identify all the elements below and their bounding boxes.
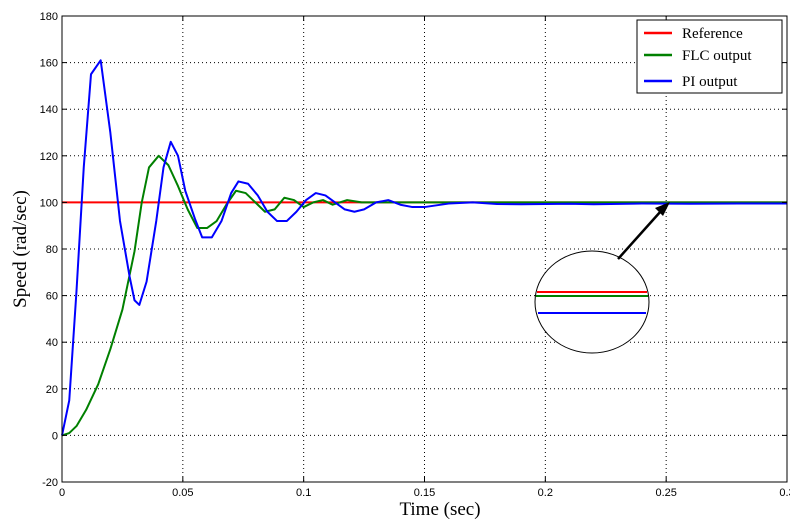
x-tick-label: 0.25	[655, 487, 676, 499]
y-axis-title: Speed (rad/sec)	[10, 190, 31, 308]
series-line-flc-output	[61, 154, 787, 437]
x-tick-label: 0.3	[779, 487, 790, 499]
series-line-pi-output	[61, 59, 787, 436]
x-tick-label: 0.2	[538, 487, 553, 499]
y-tick-label: 40	[46, 337, 58, 349]
plot-lines	[61, 59, 787, 437]
y-tick-label: 160	[40, 58, 58, 70]
axis-ticks: 00.050.10.150.20.250.3-20020406080100120…	[40, 11, 790, 499]
x-tick-label: 0.1	[296, 487, 311, 499]
y-tick-label: 0	[52, 430, 58, 442]
x-tick-label: 0.05	[172, 487, 193, 499]
y-tick-label: 180	[40, 11, 58, 23]
y-tick-label: -20	[42, 477, 58, 489]
zoom-inset	[534, 202, 670, 354]
legend-label-flc: FLC output	[682, 48, 752, 64]
zoom-arrow-shaft	[617, 210, 662, 260]
y-tick-label: 100	[40, 197, 58, 209]
zoom-arrow-head	[655, 202, 670, 216]
y-tick-label: 140	[40, 104, 58, 116]
y-tick-label: 20	[46, 384, 58, 396]
legend-label-pi: PI output	[682, 74, 738, 90]
x-tick-label: 0	[59, 487, 65, 499]
y-tick-label: 120	[40, 151, 58, 163]
x-tick-label: 0.15	[414, 487, 435, 499]
y-tick-label: 60	[46, 291, 58, 303]
zoom-circle	[534, 250, 650, 354]
x-axis-title: Time (sec)	[399, 499, 480, 520]
legend: Reference FLC output PI output	[636, 19, 783, 94]
y-tick-label: 80	[46, 244, 58, 256]
legend-label-reference: Reference	[682, 26, 743, 42]
